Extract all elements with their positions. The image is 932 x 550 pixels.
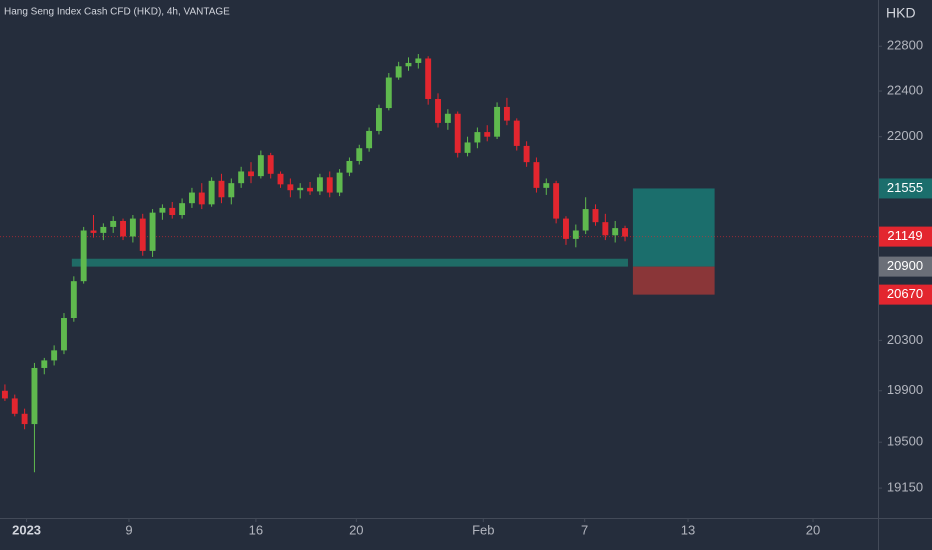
candle-body <box>51 350 58 361</box>
entry-price-label-bg <box>879 256 932 277</box>
candle-body <box>228 183 235 198</box>
stop-price-label: 20670 <box>887 286 923 301</box>
candle-body <box>70 281 77 319</box>
candle-body <box>307 187 314 192</box>
candle-body <box>602 222 609 236</box>
candle-body <box>346 160 353 173</box>
y-tick-label: 20300 <box>887 332 923 347</box>
candle-body <box>257 155 264 177</box>
candle-body <box>198 192 205 205</box>
candle-body <box>503 106 510 121</box>
candle-body <box>248 171 254 177</box>
candle-body <box>218 180 225 198</box>
candle-body <box>415 58 422 63</box>
candle-body <box>80 230 87 282</box>
candle-body <box>159 207 166 213</box>
candle-body <box>405 62 412 67</box>
candle-body <box>31 367 38 425</box>
candle-body <box>1 390 8 399</box>
stop-price-label-bg <box>879 284 932 305</box>
y-tick-label: 22000 <box>887 128 923 143</box>
candle-body <box>61 318 67 351</box>
candle-body <box>533 162 540 188</box>
x-tick-label: 16 <box>249 522 263 537</box>
y-tick-label: 22400 <box>887 82 923 97</box>
y-axis-unit: HKD <box>886 5 916 21</box>
candle-body <box>494 106 501 137</box>
candle-body <box>149 212 156 251</box>
candle-body <box>21 413 28 425</box>
x-tick-label: 20 <box>806 522 820 537</box>
candle-body <box>110 220 117 227</box>
candle-body <box>612 228 619 236</box>
candle-body <box>120 220 126 237</box>
candle-body <box>179 203 186 216</box>
candle-body <box>543 183 550 188</box>
zone <box>71 258 628 267</box>
candle-body <box>188 192 195 204</box>
entry-price-label: 20900 <box>887 258 923 273</box>
candle-body <box>582 209 589 231</box>
y-tick-label: 19900 <box>887 382 923 397</box>
stop-box <box>632 266 715 295</box>
x-tick-label: 13 <box>681 522 695 537</box>
candle-body <box>444 113 451 123</box>
x-tick-label: 7 <box>581 522 588 537</box>
x-tick-label: 20 <box>349 522 363 537</box>
target-price-label: 21555 <box>887 180 923 195</box>
candle-body <box>425 58 432 99</box>
candle-body <box>139 218 146 251</box>
candle-body <box>238 171 245 184</box>
candle-body <box>563 218 569 239</box>
candle-body <box>356 148 363 161</box>
candle-body <box>366 130 373 149</box>
candle-body <box>395 66 402 78</box>
candle-body <box>622 228 628 237</box>
candle-body <box>336 172 343 193</box>
chart-title: Hang Seng Index Cash CFD (HKD), 4h, VANT… <box>4 7 230 18</box>
candle-body <box>100 226 107 233</box>
candle-body <box>513 120 520 146</box>
candle-body <box>169 207 176 216</box>
y-tick-label: 19150 <box>887 480 923 495</box>
target-price-label-bg <box>879 178 932 199</box>
candle-body <box>129 218 136 237</box>
candle-body <box>435 98 441 123</box>
candle-body <box>11 398 18 414</box>
x-tick-label: 9 <box>125 522 132 537</box>
candle-body <box>297 187 304 191</box>
last-price-label-bg <box>879 226 932 247</box>
candle-body <box>454 113 461 153</box>
target-box <box>632 188 715 267</box>
candle-body <box>376 108 382 131</box>
y-tick-label: 19500 <box>887 434 923 449</box>
candle-body <box>484 132 491 137</box>
candle-body <box>464 142 471 153</box>
x-tick-label: 2023 <box>12 522 41 537</box>
last-price-label: 21149 <box>887 228 922 243</box>
candle-body <box>572 230 579 239</box>
candle-body <box>90 230 97 233</box>
candle-body <box>523 145 530 163</box>
candle-body <box>208 180 215 205</box>
candle-body <box>592 209 599 223</box>
candle-body <box>41 360 48 368</box>
candle-body <box>553 183 560 219</box>
candle-body <box>385 77 392 109</box>
candle-body <box>267 155 274 174</box>
x-tick-label: Feb <box>472 522 494 537</box>
candle-body <box>287 184 294 191</box>
candle-body <box>326 177 333 193</box>
candle-body <box>277 173 284 185</box>
candle-body <box>474 132 481 143</box>
y-tick-label: 22800 <box>887 38 923 53</box>
candle-body <box>316 177 323 192</box>
